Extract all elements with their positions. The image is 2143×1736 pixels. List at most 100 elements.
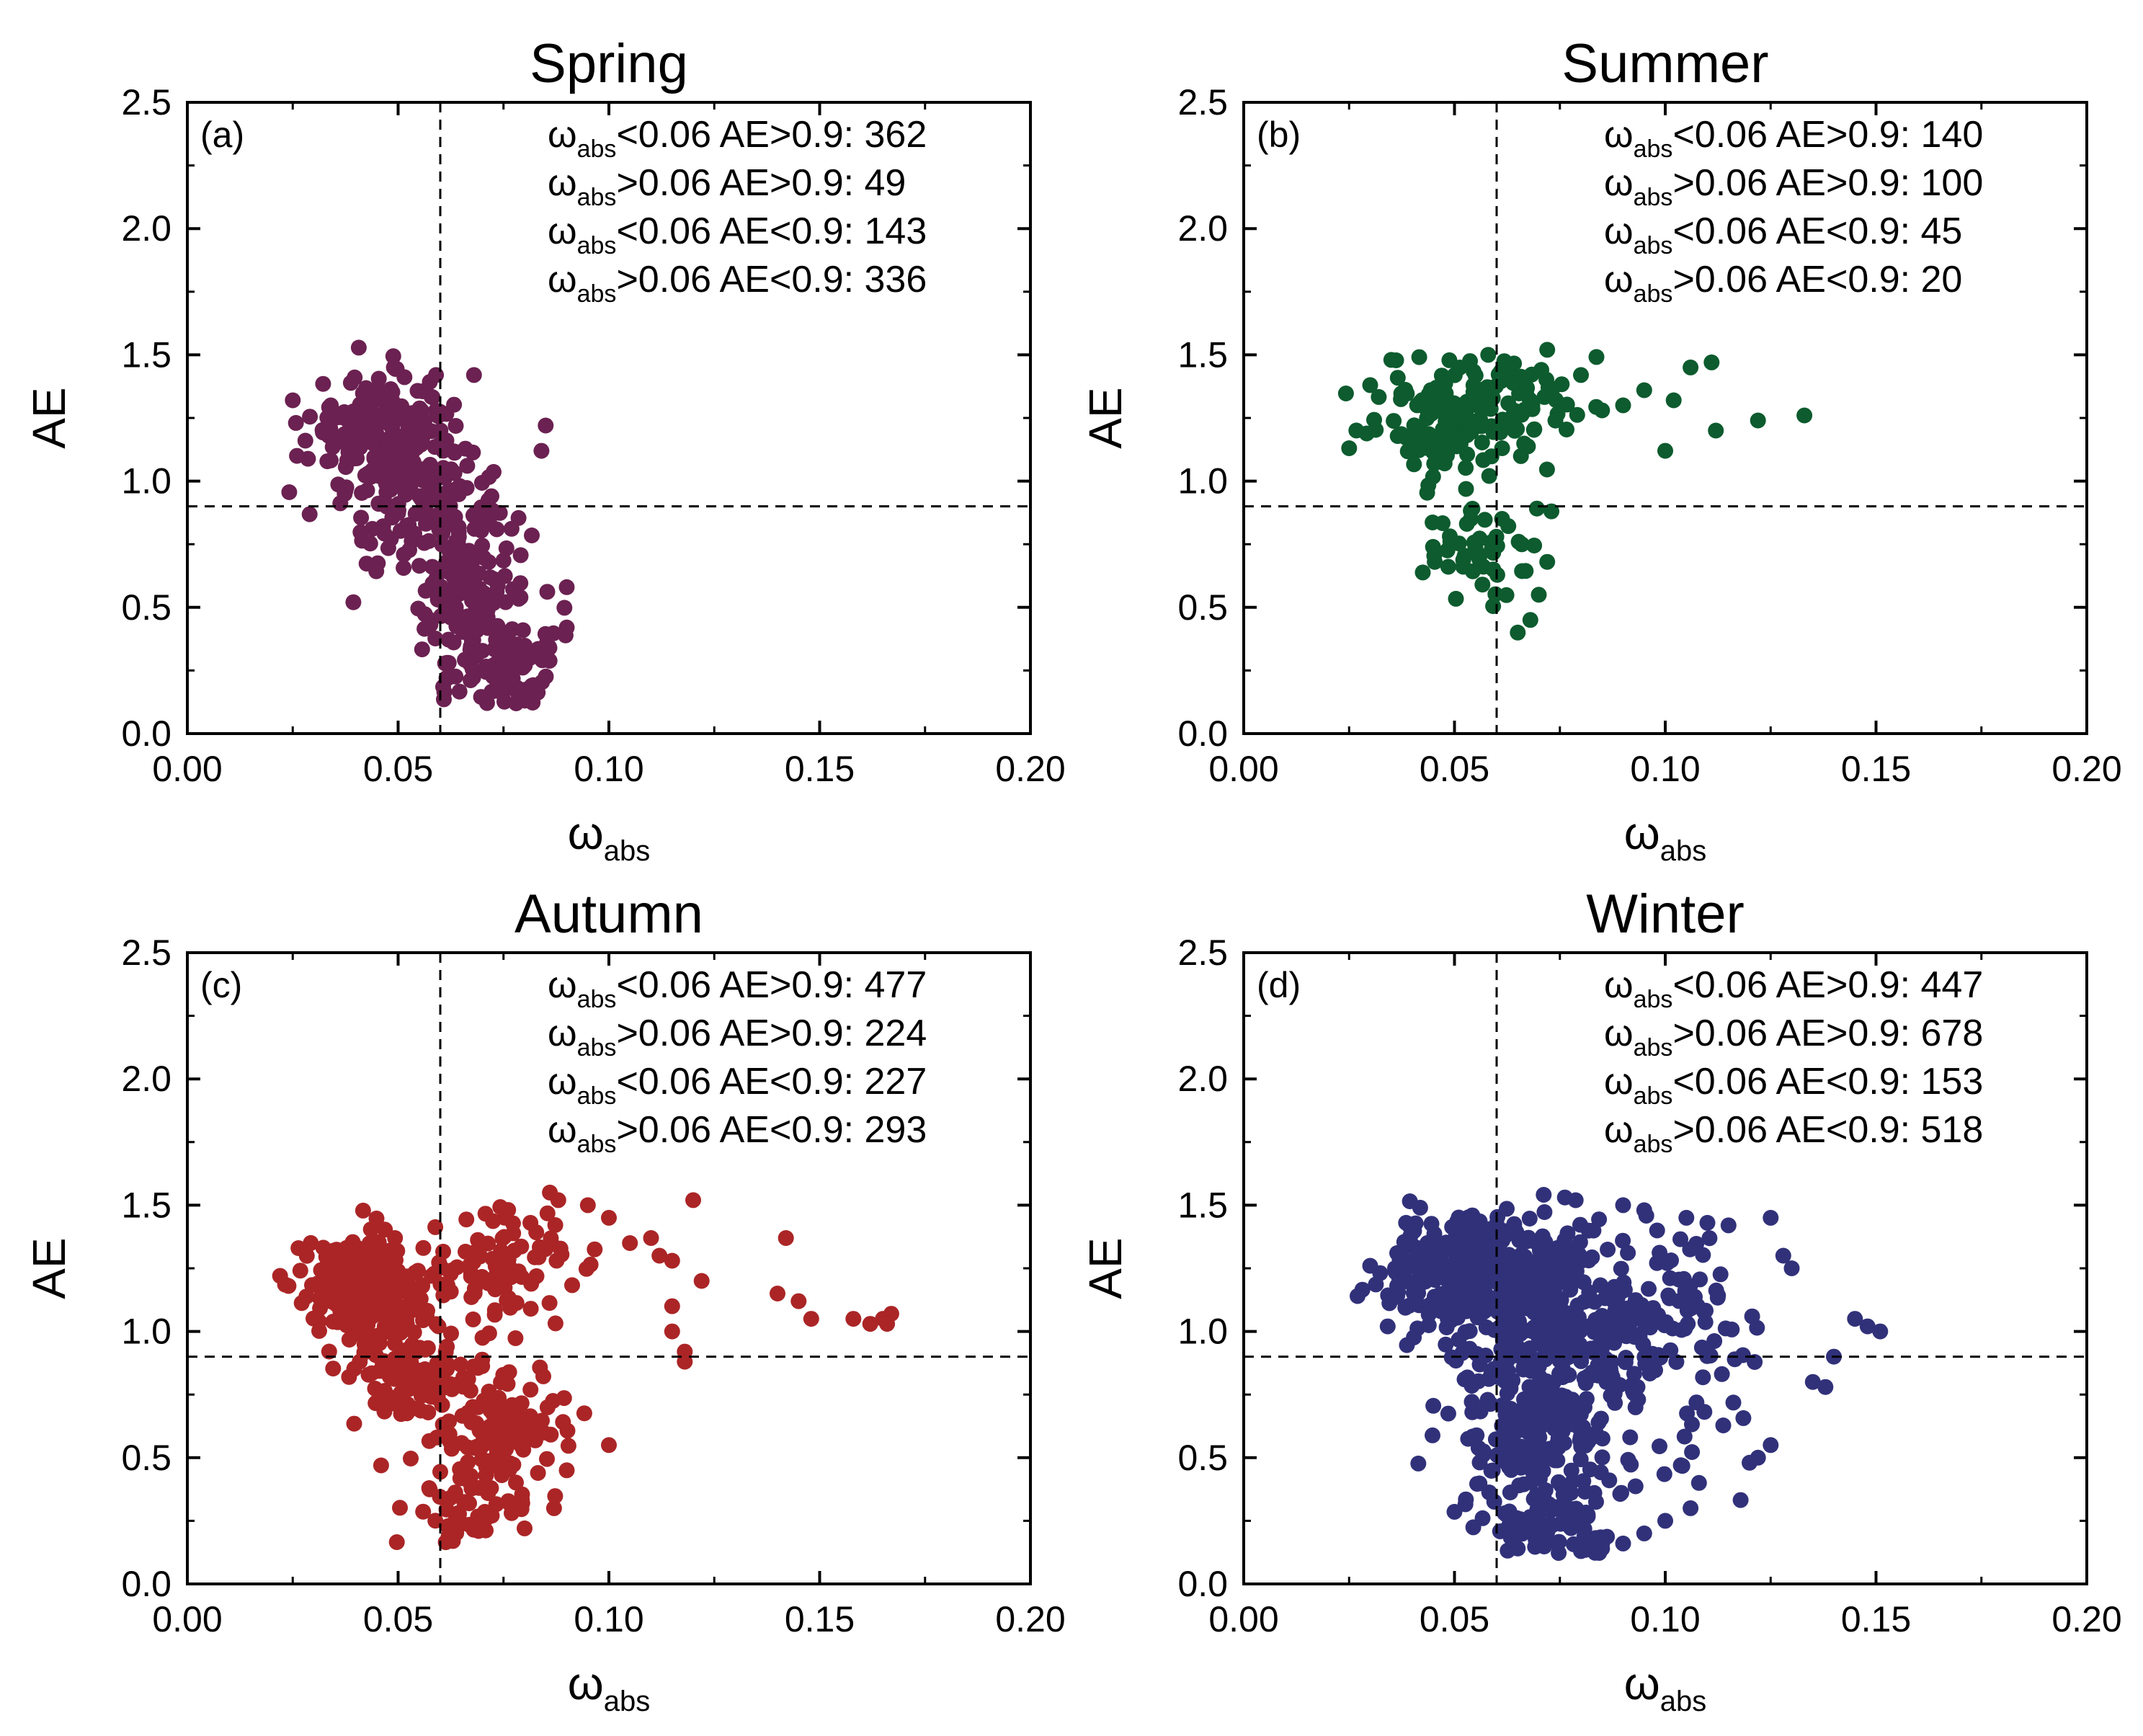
data-point — [1442, 528, 1458, 545]
data-point — [1555, 1486, 1572, 1503]
data-point — [385, 348, 401, 365]
data-point — [302, 409, 318, 425]
data-point — [1397, 1299, 1414, 1316]
data-point — [1513, 536, 1530, 553]
data-point — [1411, 442, 1427, 458]
data-point — [491, 504, 508, 521]
data-point — [1683, 1300, 1699, 1317]
panel-label: (d) — [1257, 965, 1301, 1005]
data-point — [1657, 442, 1673, 459]
data-point — [480, 492, 496, 509]
data-point — [1480, 1221, 1497, 1237]
data-point — [1362, 1258, 1378, 1274]
data-point — [1749, 1319, 1765, 1336]
panel-label: (c) — [200, 965, 242, 1005]
count-annotation: ωabs>0.06 AE<0.9: 20 — [1604, 259, 1962, 308]
data-point — [414, 403, 430, 419]
x-tick-label: 0.05 — [363, 749, 433, 789]
data-point — [1420, 1234, 1435, 1251]
y-tick-label: 2.0 — [121, 208, 171, 249]
data-point — [1433, 440, 1450, 455]
data-point — [790, 1293, 807, 1309]
data-point — [1531, 587, 1547, 603]
data-point — [471, 1423, 488, 1439]
data-point — [485, 571, 502, 587]
data-point — [360, 1284, 376, 1300]
data-point — [388, 1534, 405, 1550]
data-point — [514, 622, 531, 638]
data-point — [324, 409, 341, 426]
data-point — [1551, 1242, 1568, 1258]
data-point — [1487, 1237, 1504, 1253]
data-point — [491, 1408, 508, 1425]
count-annotation: ωabs>0.06 AE>0.9: 224 — [548, 1012, 927, 1061]
data-point — [500, 1202, 517, 1218]
y-tick-label: 2.5 — [121, 932, 171, 973]
data-point — [1462, 353, 1478, 370]
data-point — [1699, 1348, 1716, 1364]
data-point — [1494, 1417, 1510, 1434]
data-point — [1636, 1525, 1652, 1541]
data-point — [477, 1206, 494, 1222]
data-point — [1763, 1209, 1779, 1226]
data-point — [1420, 1317, 1437, 1333]
data-point — [515, 1441, 532, 1458]
data-point — [1556, 1435, 1572, 1451]
data-point — [406, 1325, 422, 1340]
data-point — [1580, 1222, 1597, 1239]
data-point — [370, 370, 387, 387]
data-point — [1573, 1543, 1589, 1559]
data-point — [522, 1408, 538, 1425]
data-point — [1763, 1437, 1779, 1454]
data-point — [1412, 1262, 1429, 1278]
y-tick-label: 2.5 — [1177, 82, 1228, 123]
data-point — [1578, 1391, 1595, 1407]
x-tick-label: 0.00 — [1208, 749, 1278, 789]
data-point — [1544, 1517, 1561, 1534]
data-point — [1469, 1427, 1485, 1443]
data-point — [1627, 1399, 1644, 1415]
data-point — [556, 600, 573, 616]
x-tick-label: 0.15 — [785, 749, 855, 789]
data-point — [1458, 460, 1474, 476]
data-point — [1522, 1340, 1538, 1356]
data-point — [315, 375, 331, 392]
data-point — [432, 422, 449, 439]
x-axis-label: ωabs — [1624, 807, 1706, 867]
data-point — [431, 1255, 447, 1270]
data-point — [476, 600, 493, 616]
data-point — [367, 1262, 383, 1278]
x-tick-label: 0.00 — [1208, 1599, 1278, 1639]
data-point — [352, 439, 368, 455]
data-point — [862, 1316, 878, 1332]
data-point — [1564, 1392, 1580, 1408]
data-point — [1448, 1353, 1464, 1369]
data-point — [1847, 1311, 1863, 1327]
data-point — [1712, 1266, 1729, 1283]
data-point — [414, 488, 430, 504]
data-point — [1662, 1342, 1679, 1358]
data-point — [1588, 349, 1605, 365]
data-point — [386, 1371, 403, 1387]
data-point — [1538, 461, 1555, 478]
y-tick-label: 0.5 — [121, 1438, 171, 1478]
data-point — [1699, 1214, 1716, 1231]
y-tick-label: 0.0 — [1177, 1564, 1228, 1604]
y-tick-label: 1.5 — [1177, 334, 1228, 375]
data-point — [1406, 417, 1422, 434]
data-point — [1657, 1513, 1673, 1529]
data-point — [1724, 1321, 1740, 1337]
chart-title: Spring — [530, 33, 688, 94]
data-point — [1656, 1466, 1672, 1482]
data-point — [370, 1234, 387, 1250]
data-point — [545, 1500, 562, 1516]
data-point — [393, 1358, 409, 1375]
data-point — [1451, 1212, 1467, 1229]
data-point — [1584, 1364, 1600, 1381]
y-tick-label: 0.0 — [1177, 713, 1228, 754]
data-point — [535, 1368, 551, 1384]
data-point — [312, 1290, 328, 1307]
x-tick-label: 0.00 — [152, 749, 222, 789]
data-point — [587, 1241, 603, 1258]
